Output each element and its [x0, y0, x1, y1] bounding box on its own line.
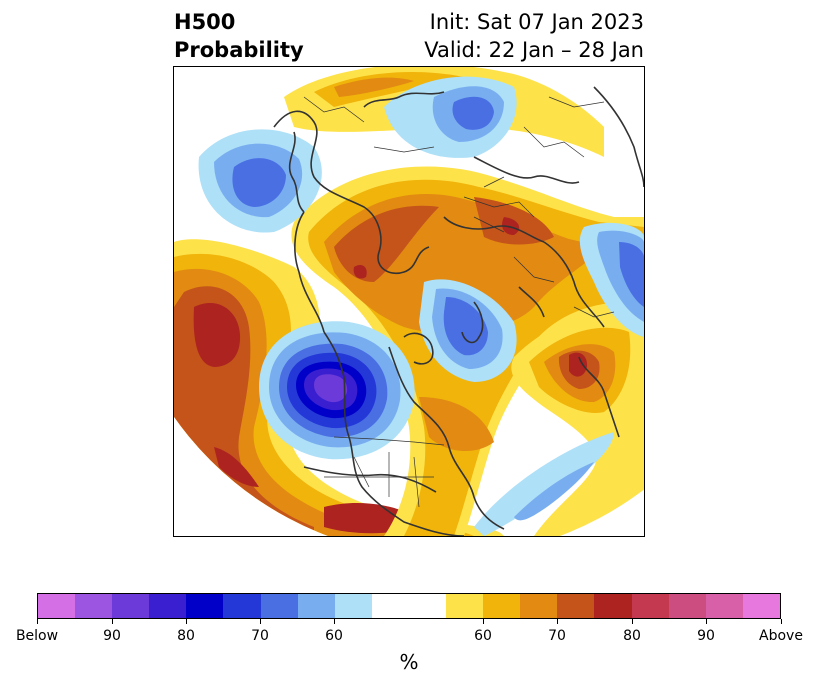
init-date: Init: Sat 07 Jan 2023	[429, 10, 644, 34]
colorbar-tick-mark	[37, 619, 38, 624]
colorbar-tick-label: 60	[325, 628, 343, 644]
below-south-atlantic-anomaly	[474, 432, 614, 536]
map-title: H500 Probability	[174, 8, 304, 64]
colorbar-tick-mark	[632, 619, 633, 624]
probability-map	[173, 66, 645, 537]
colorbar-segment	[297, 594, 335, 618]
political-boundaries	[303, 96, 615, 508]
colorbar-tick-mark	[260, 619, 261, 624]
colorbar-segment	[149, 594, 187, 618]
title-variable: H500	[174, 10, 236, 34]
colorbar-tick-mark	[781, 619, 782, 624]
colorbar-segment	[334, 594, 372, 618]
colorbar-segment	[631, 594, 669, 618]
colorbar-segment	[223, 594, 261, 618]
colorbar-tick-label: 60	[474, 628, 492, 644]
colorbar-tick-mark	[112, 619, 113, 624]
colorbar-segment	[557, 594, 595, 618]
below-europe-anomaly	[579, 222, 644, 337]
colorbar-tick-label: 70	[548, 628, 566, 644]
colorbar-segment	[75, 594, 113, 618]
below-arctic-anomaly	[384, 76, 517, 158]
colorbar-segment	[446, 594, 484, 618]
below-west-coast-anomaly	[259, 321, 415, 460]
colorbar-tick-label: 80	[623, 628, 641, 644]
above-east-anomaly	[511, 313, 644, 536]
colorbar-segment	[668, 594, 706, 618]
colorbar-tick-label: Above	[759, 628, 803, 644]
map-dates: Init: Sat 07 Jan 2023 Valid: 22 Jan – 28…	[424, 8, 644, 64]
colorbar-segment	[520, 594, 558, 618]
colorbar-segment	[112, 594, 150, 618]
colorbar-segment	[186, 594, 224, 618]
title-product: Probability	[174, 38, 304, 62]
colorbar-segment	[408, 594, 447, 618]
valid-range: Valid: 22 Jan – 28 Jan	[424, 38, 644, 62]
colorbar-tick-label: 90	[697, 628, 715, 644]
colorbar-tick-mark	[706, 619, 707, 624]
colorbar-segment	[260, 594, 298, 618]
colorbar-segment	[594, 594, 632, 618]
colorbar-tick-label: 80	[177, 628, 195, 644]
colorbar-segment	[38, 594, 76, 618]
colorbar-tick-mark	[334, 619, 335, 624]
colorbar-tick-mark	[483, 619, 484, 624]
colorbar-tick-mark	[557, 619, 558, 624]
colorbar-tick-label: Below	[15, 628, 59, 644]
colorbar	[37, 593, 781, 619]
colorbar-segment	[371, 594, 409, 618]
colorbar-segment	[742, 594, 780, 618]
colorbar-segment	[705, 594, 743, 618]
colorbar-segment	[483, 594, 521, 618]
map-canvas	[174, 67, 644, 536]
colorbar-unit-label: %	[399, 650, 419, 674]
colorbar-tick-label: 70	[251, 628, 269, 644]
colorbar-tick-mark	[186, 619, 187, 624]
colorbar-tick-label: 90	[103, 628, 121, 644]
